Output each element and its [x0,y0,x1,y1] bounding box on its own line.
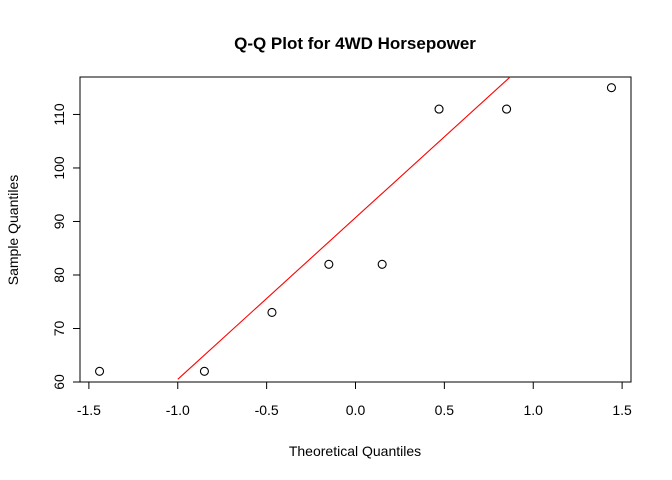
y-tick-label: 90 [51,213,67,229]
y-axis: 60 70 80 90 100 110 [51,103,81,390]
plot-frame [79,76,632,383]
y-tick-label: 80 [51,267,67,283]
y-axis-label: Sample Quantiles [5,175,21,286]
x-tick-label: -0.5 [255,402,279,418]
data-point [377,259,387,269]
data-point [324,259,334,269]
y-tick-label: 110 [51,103,67,126]
qq-reference-line [177,76,511,380]
data-point [95,366,105,376]
points-layer [95,83,616,376]
y-tick-label: 100 [51,156,67,180]
data-point [434,104,444,114]
data-point [606,83,616,93]
x-tick-label: -1.5 [77,402,101,418]
x-tick-label: 1.5 [612,402,632,418]
y-tick-label: 60 [51,374,67,390]
x-axis-label: Theoretical Quantiles [289,443,421,459]
x-tick-label: 0.0 [346,402,366,418]
reference-line-layer [177,76,511,380]
data-point [199,366,209,376]
y-tick-label: 70 [51,320,67,336]
data-point [267,307,277,317]
x-tick-label: 1.0 [524,402,544,418]
x-tick-label: 0.5 [435,402,455,418]
data-point [502,104,512,114]
x-tick-label: -1.0 [166,402,190,418]
x-axis: -1.5 -1.0 -0.5 0.0 0.5 1.0 1.5 [77,381,632,418]
chart-title: Q-Q Plot for 4WD Horsepower [234,34,476,53]
